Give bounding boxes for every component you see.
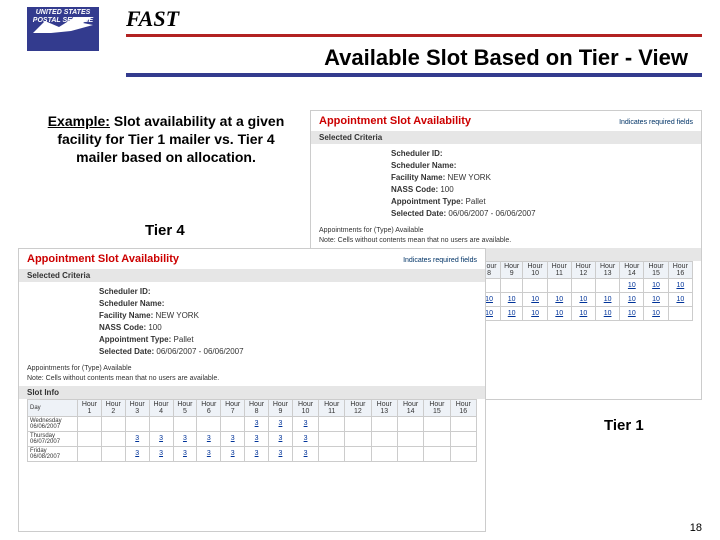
slide-subtitle: Available Slot Based on Tier - View: [126, 37, 702, 73]
panel-title: Appointment Slot Availability Indicates …: [19, 249, 485, 269]
selected-criteria-hdr: Selected Criteria: [311, 131, 701, 144]
selected-criteria-hdr: Selected Criteria: [19, 269, 485, 282]
tier4-panel: Appointment Slot Availability Indicates …: [18, 248, 486, 532]
tier1-label: Tier 1: [604, 417, 644, 434]
tier4-label: Tier 4: [145, 222, 185, 239]
slot-table-t4: DayHour 1Hour 2Hour 3Hour 4Hour 5Hour 6H…: [27, 399, 477, 462]
usps-logo: UNITED STATESPOSTAL SERVICE: [26, 6, 100, 52]
page-number: 18: [690, 522, 702, 534]
brand-title: FAST: [126, 6, 702, 32]
note-t4: Appointments for (Type) Available Note: …: [19, 362, 485, 386]
example-text: Example: Slot availability at a given fa…: [46, 112, 286, 167]
panel-title: Appointment Slot Availability Indicates …: [311, 111, 701, 131]
criteria-fields-t1: Scheduler ID: Scheduler Name: Facility N…: [311, 144, 701, 224]
title-area: FAST Available Slot Based on Tier - View: [108, 6, 702, 77]
slide-header: UNITED STATESPOSTAL SERVICE FAST Availab…: [0, 0, 720, 77]
divider-blue: [126, 73, 702, 77]
eagle-icon: [31, 13, 97, 37]
criteria-fields-t4: Scheduler ID: Scheduler Name: Facility N…: [19, 282, 485, 362]
usps-logo-block: UNITED STATESPOSTAL SERVICE: [18, 6, 108, 52]
note-t1: Appointments for (Type) Available Note: …: [311, 224, 701, 248]
